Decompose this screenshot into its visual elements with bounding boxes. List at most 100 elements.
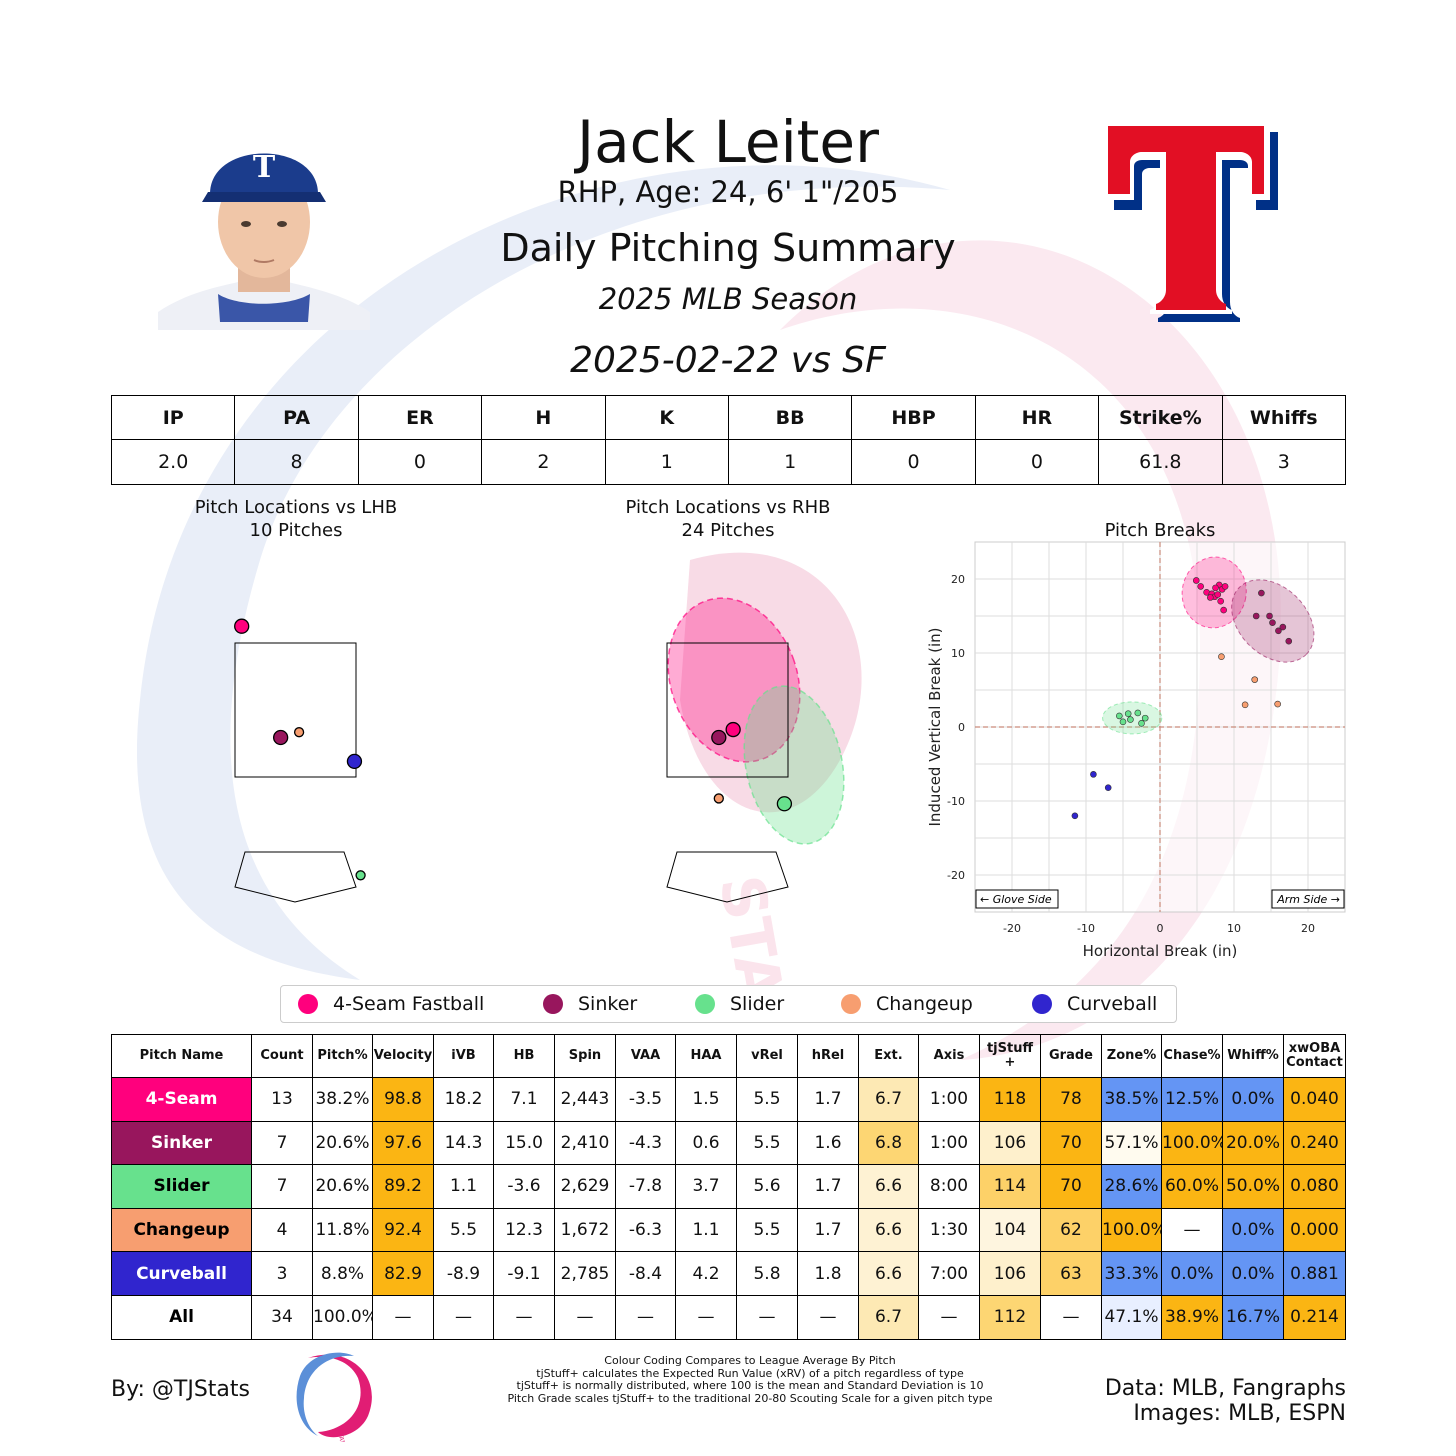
pitch-table-cell-spin: 2,410 — [554, 1120, 616, 1166]
player-headshot: T — [158, 150, 370, 330]
pitch-table-header-tjstuff-: tjStuff + — [979, 1034, 1041, 1078]
pitch-table-cell-vrel: 5.8 — [736, 1251, 798, 1296]
pitch-table-cell-ivb: 18.2 — [433, 1077, 494, 1122]
pitch-table-cell-axis: 1:00 — [918, 1077, 980, 1122]
pitch-table-cell-chase-: 100.0% — [1161, 1120, 1223, 1166]
break-point-sinker — [1269, 619, 1276, 626]
pitch-table-header-pitch-: Pitch% — [312, 1034, 373, 1078]
x-tick-label: 10 — [1227, 922, 1241, 935]
stat-header: BB — [727, 395, 853, 440]
break-point-curveball — [1104, 784, 1112, 791]
pitch-table-cell-xwoba-contact: 0.000 — [1283, 1207, 1346, 1253]
pitch-table-cell-ext-: 6.6 — [858, 1251, 919, 1296]
pitch-table-cell-xwoba-contact: 0.040 — [1283, 1077, 1346, 1122]
note-line: Pitch Grade scales tjStuff+ to the tradi… — [507, 1391, 993, 1405]
break-point-curveball — [1071, 812, 1079, 820]
pitch-table-cell-count: 7 — [251, 1164, 313, 1209]
break-point-changeup — [1251, 676, 1259, 683]
home-plate — [234, 851, 357, 903]
legend-label: Changeup — [876, 993, 973, 1015]
break-point-4-seam-fastball — [1192, 577, 1200, 584]
legend-label: 4-Seam Fastball — [333, 993, 485, 1015]
arm-side-label: Arm Side → — [1276, 893, 1340, 906]
pitch-table-cell-spin: — — [554, 1294, 616, 1340]
pitch-table-cell-whiff-: 0.0% — [1222, 1077, 1284, 1122]
pitch-table-row-changeup: Changeup 4 11.8% 92.4 5.5 12.3 1,672 -6.3 1.1 5.5… — [111, 1207, 1346, 1253]
break-point-slider — [1116, 712, 1123, 720]
pitch-table-header-xwoba-contact: xwOBA Contact — [1283, 1034, 1346, 1078]
pitch-table-cell-chase-: — — [1161, 1207, 1223, 1253]
pitch-table-header-vaa: VAA — [615, 1034, 676, 1078]
strike-zone — [234, 642, 357, 778]
legend-label: Curveball — [1067, 993, 1158, 1015]
pitch-table-cell-vrel: 5.5 — [736, 1120, 798, 1166]
break-point-sinker — [1252, 612, 1260, 620]
pitch-table-cell-hb: 12.3 — [493, 1207, 555, 1253]
pitch-table-cell-grade: 70 — [1040, 1164, 1102, 1209]
pitch-table-cell-spin: 2,629 — [554, 1164, 616, 1209]
break-point-4-seam-fastball — [1220, 606, 1227, 614]
pitch-table-cell-whiff-: 16.7% — [1222, 1294, 1284, 1340]
data-credit: Data: MLB, Fangraphs — [1104, 1376, 1346, 1401]
pitch-table-cell-ivb: 14.3 — [433, 1120, 494, 1166]
pitch-table-cell-pitch-: 11.8% — [312, 1207, 373, 1253]
pitch-name-cell: Changeup — [111, 1207, 252, 1253]
pitch-table-cell-hb: -9.1 — [493, 1251, 555, 1296]
game-title: 2025-02-22 vs SF — [570, 340, 886, 381]
break-point-slider — [1141, 714, 1149, 722]
pitch-table-row-curveball: Curveball 3 8.8% 82.9 -8.9 -9.1 2,785 -8.4 4.2 5.… — [111, 1251, 1346, 1296]
tjstats-logo-text: STATS — [336, 1429, 346, 1442]
pitch-table-cell-haa: 0.6 — [675, 1120, 737, 1166]
pitch-table-cell-spin: 2,443 — [554, 1077, 616, 1122]
pitch-table-cell-pitch-: 38.2% — [312, 1077, 373, 1122]
pitch-table-cell-chase-: 38.9% — [1161, 1294, 1223, 1340]
y-tick-label: -20 — [947, 869, 965, 882]
pitch-table-cell-count: 3 — [251, 1251, 313, 1296]
pitch-table-cell-vaa: — — [615, 1294, 676, 1340]
pitch-table-cell-grade: 62 — [1040, 1207, 1102, 1253]
pitch-table-cell-hrel: 1.8 — [797, 1251, 859, 1296]
legend-marker-sinker — [543, 994, 563, 1014]
pitch-table-cell-axis: 7:00 — [918, 1251, 980, 1296]
pitch-table-cell-vaa: -4.3 — [615, 1120, 676, 1166]
pitch-table-cell-hrel: 1.7 — [797, 1164, 859, 1209]
pitch-table-cell-velocity: 82.9 — [372, 1251, 434, 1296]
pitch-table-header-count: Count — [251, 1034, 313, 1078]
pitch-table-header-whiff-: Whiff% — [1222, 1034, 1284, 1078]
pitch-table-header-chase-: Chase% — [1161, 1034, 1223, 1078]
note-line: Colour Coding Compares to League Average… — [604, 1354, 896, 1367]
pitch-table-cell-vaa: -6.3 — [615, 1207, 676, 1253]
pitch-table-cell-xwoba-contact: 0.240 — [1283, 1120, 1346, 1166]
pitch-table-cell-zone-: 38.5% — [1101, 1077, 1162, 1122]
pitch-table-cell-vaa: -3.5 — [615, 1077, 676, 1122]
x-tick-label: -20 — [1003, 922, 1021, 935]
break-point-slider — [1127, 716, 1134, 723]
pitch-table-cell-whiff-: 20.0% — [1222, 1120, 1284, 1166]
pitch-table-cell-velocity: 92.4 — [372, 1207, 434, 1253]
pitch-table-cell-grade: — — [1040, 1294, 1102, 1340]
pitch-table-cell-vrel: 5.5 — [736, 1207, 798, 1253]
break-point-slider — [1119, 718, 1127, 726]
stat-value: 1 — [604, 439, 729, 485]
break-point-curveball — [1090, 771, 1097, 778]
stat-header: Strike% — [1098, 395, 1223, 440]
stat-value: 0 — [851, 439, 976, 485]
pitch-table-cell-zone-: 28.6% — [1101, 1164, 1162, 1209]
pitch-table-header-hrel: hRel — [797, 1034, 859, 1078]
pitch-location-slider — [355, 870, 366, 881]
pitch-table-cell-haa: 1.1 — [675, 1207, 737, 1253]
pitch-table-cell-chase-: 12.5% — [1161, 1077, 1223, 1122]
pitch-table-header-vrel: vRel — [736, 1034, 798, 1078]
break-point-sinker — [1266, 612, 1273, 620]
stat-value: 1 — [727, 439, 853, 485]
break-point-4-seam-fastball — [1212, 584, 1219, 592]
pitch-table-cell-whiff-: 0.0% — [1222, 1251, 1284, 1296]
pitch-table-cell-spin: 1,672 — [554, 1207, 616, 1253]
pitch-table-header-spin: Spin — [554, 1034, 616, 1078]
pitch-name-cell: All — [111, 1294, 252, 1340]
y-tick-label: 10 — [951, 647, 965, 660]
pitch-table-cell-hb: 7.1 — [493, 1077, 555, 1122]
pitch-table-cell-pitch-: 20.6% — [312, 1120, 373, 1166]
pitch-table-cell-axis: — — [918, 1294, 980, 1340]
stat-header: PA — [234, 395, 359, 440]
